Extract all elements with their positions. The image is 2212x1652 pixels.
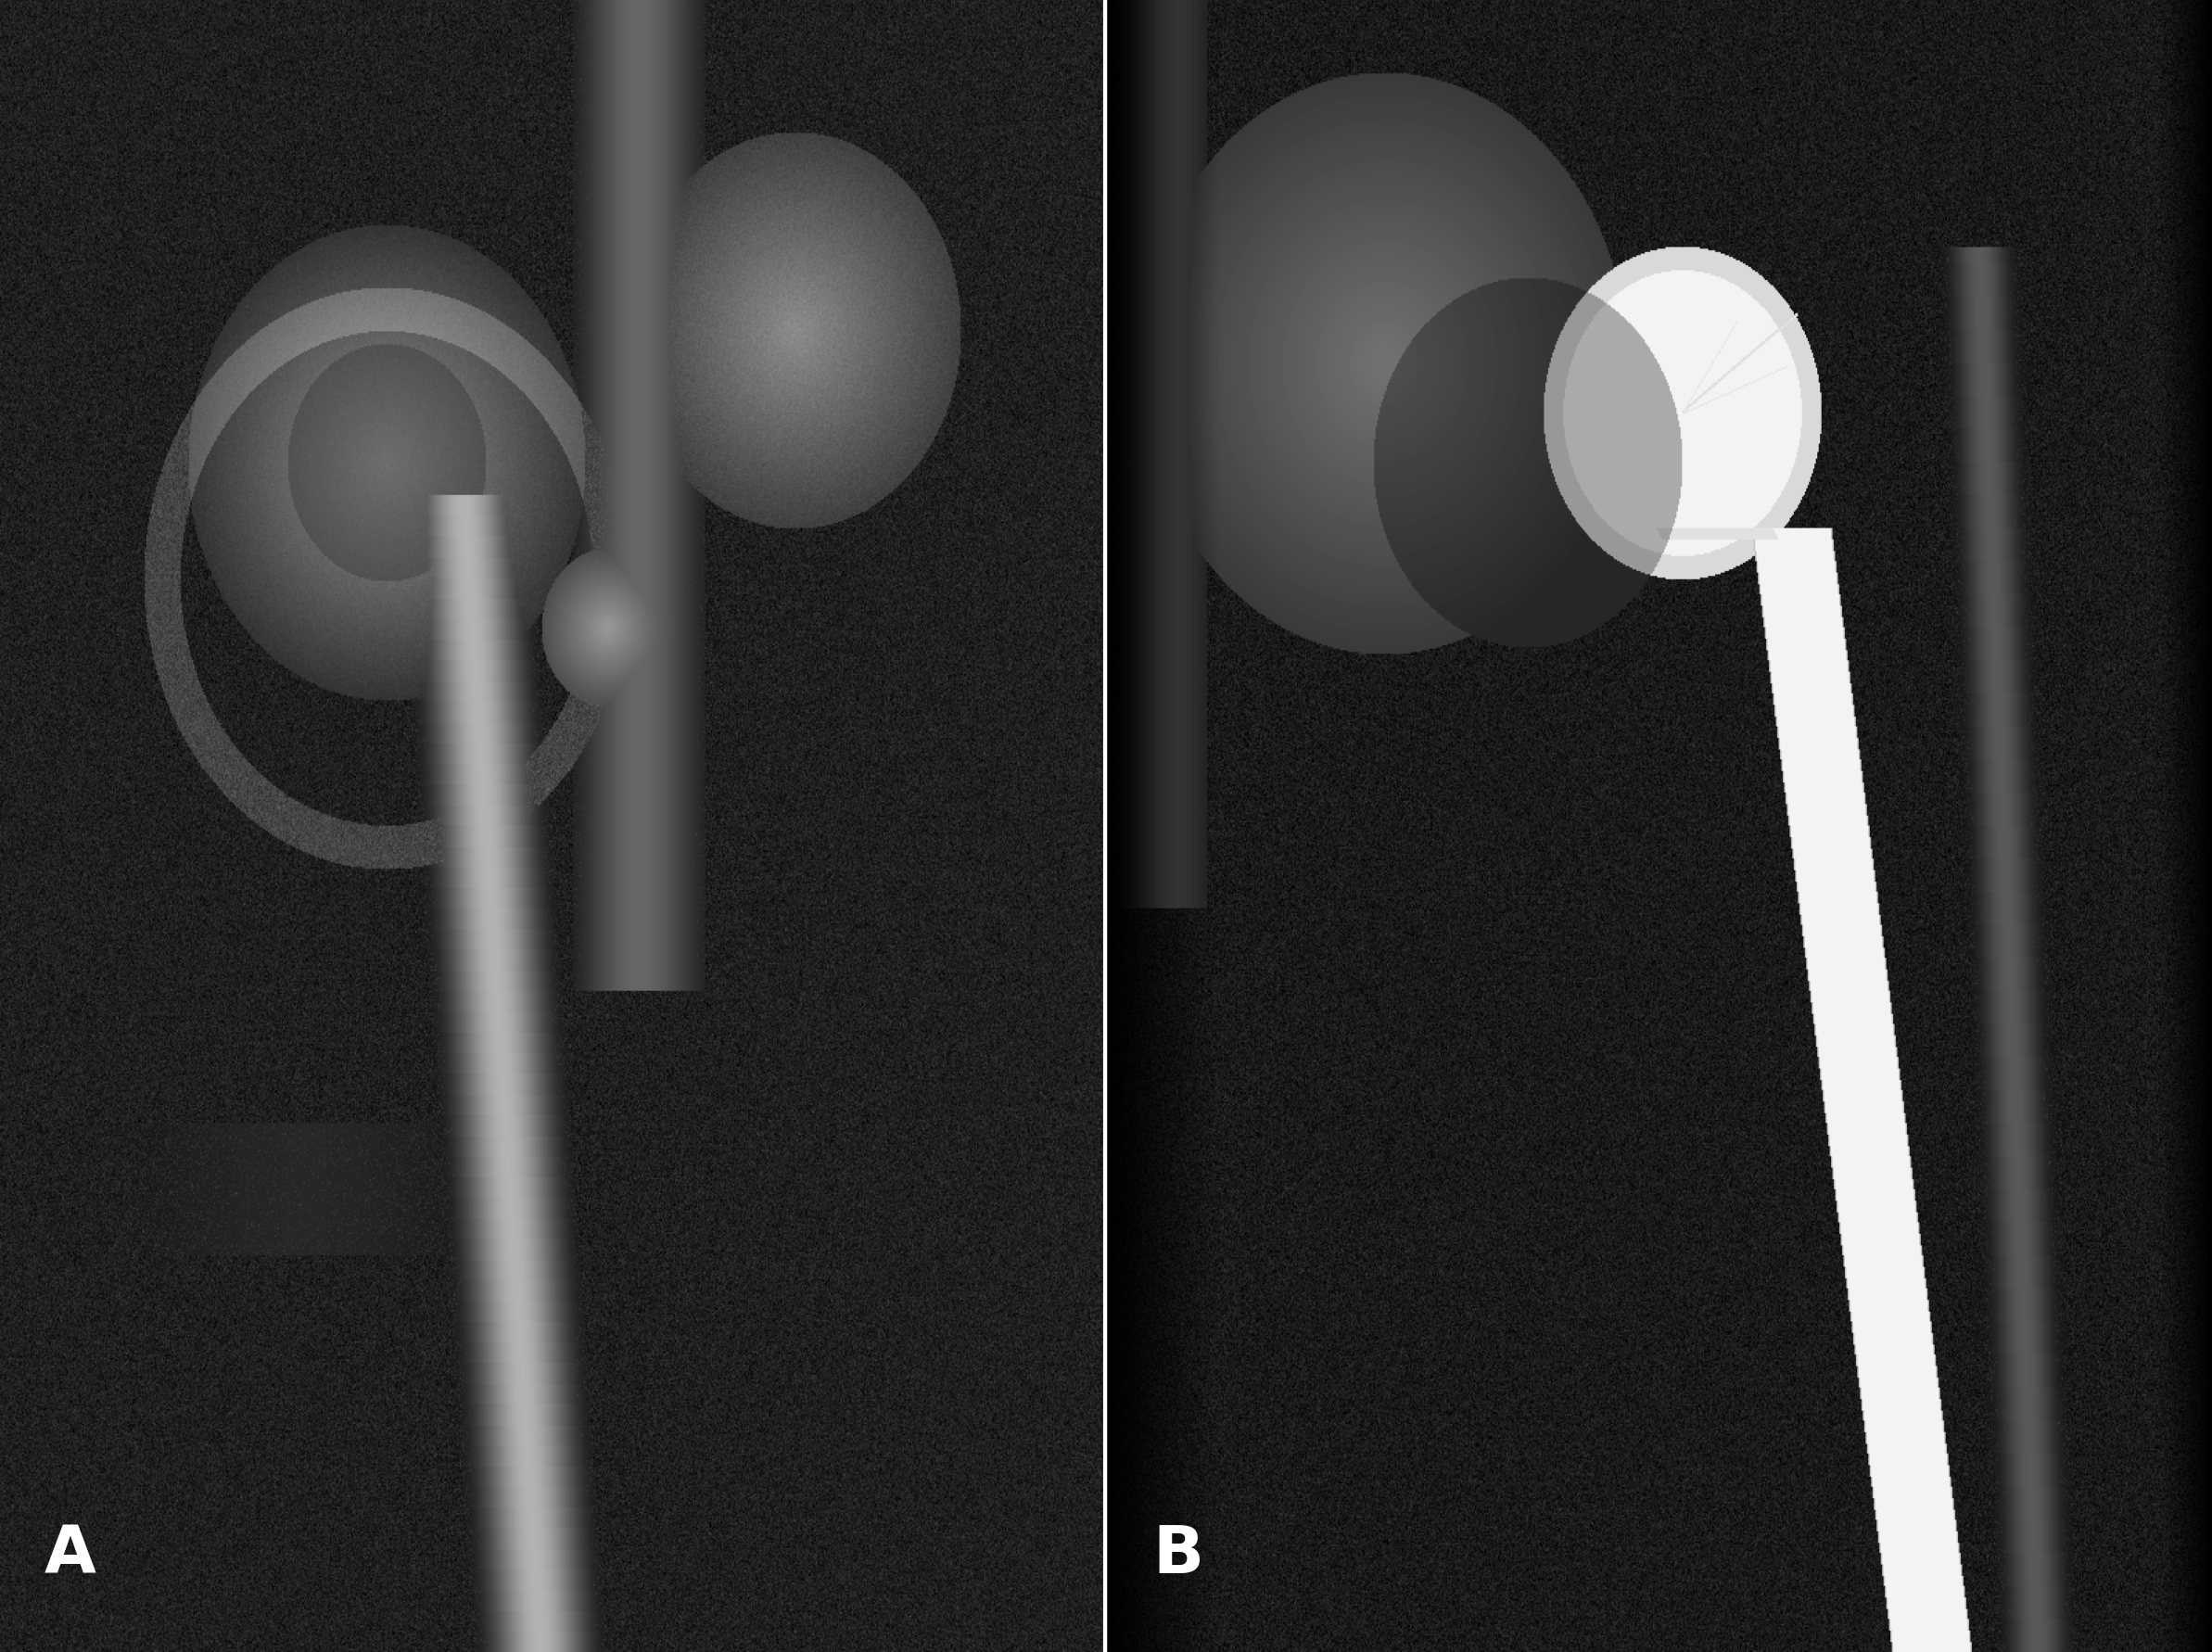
Text: B: B — [1152, 1521, 1203, 1586]
Text: A: A — [44, 1521, 95, 1586]
